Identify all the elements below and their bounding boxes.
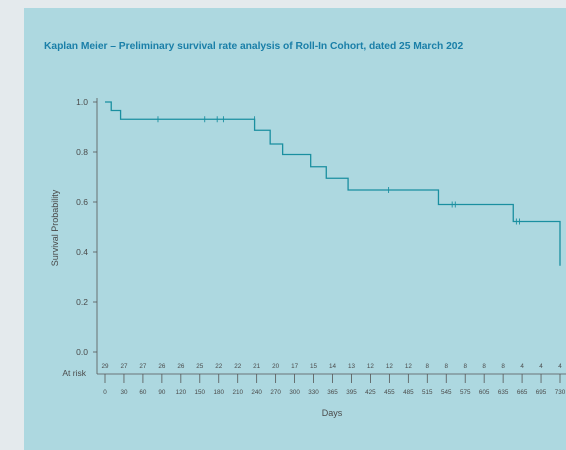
x-tick-label: 270 bbox=[270, 389, 281, 396]
at-risk-count: 22 bbox=[234, 363, 242, 370]
x-tick-label: 425 bbox=[365, 389, 376, 396]
kaplan-meier-chart: 0.0 0.2 0.4 0.6 0.8 1.0 Survival Probability At… bbox=[50, 97, 566, 418]
x-tick-label: 150 bbox=[195, 389, 206, 396]
at-risk-count: 8 bbox=[444, 363, 448, 370]
at-risk-count: 12 bbox=[405, 363, 413, 370]
y-tick-label: 0.6 bbox=[76, 197, 88, 207]
at-risk-count: 12 bbox=[386, 363, 394, 370]
at-risk-count: 15 bbox=[310, 363, 318, 370]
at-risk-count: 4 bbox=[558, 363, 562, 370]
at-risk-count: 26 bbox=[158, 363, 166, 370]
x-tick-label: 365 bbox=[327, 389, 338, 396]
at-risk-count: 4 bbox=[520, 363, 524, 370]
x-tick-label: 180 bbox=[213, 389, 224, 396]
x-tick-label: 455 bbox=[384, 389, 395, 396]
x-tick-label: 330 bbox=[308, 389, 319, 396]
at-risk-count: 22 bbox=[215, 363, 223, 370]
at-risk-label: At risk bbox=[62, 368, 86, 378]
x-tick-label: 730 bbox=[555, 389, 566, 396]
survival-curve bbox=[105, 101, 561, 266]
x-tick-label: 635 bbox=[498, 389, 509, 396]
at-risk-count: 13 bbox=[348, 363, 356, 370]
at-risk-count: 4 bbox=[539, 363, 543, 370]
at-risk-count: 26 bbox=[177, 363, 185, 370]
x-tick-label: 515 bbox=[422, 389, 433, 396]
at-risk-count: 8 bbox=[426, 363, 430, 370]
chart-panel: Kaplan Meier – Preliminary survival rate… bbox=[24, 8, 566, 450]
at-risk-count: 8 bbox=[482, 363, 486, 370]
x-tick-label: 605 bbox=[479, 389, 490, 396]
chart-title: Kaplan Meier – Preliminary survival rate… bbox=[44, 41, 464, 52]
x-tick-label: 695 bbox=[536, 389, 547, 396]
x-tick-label: 575 bbox=[460, 389, 471, 396]
at-risk-count: 14 bbox=[329, 363, 337, 370]
at-risk-count: 8 bbox=[501, 363, 505, 370]
at-risk-count: 27 bbox=[139, 363, 147, 370]
x-tick-label: 0 bbox=[103, 389, 107, 396]
y-tick-label: 1.0 bbox=[76, 97, 88, 107]
x-tick-label: 395 bbox=[346, 389, 357, 396]
x-tick-label: 60 bbox=[139, 389, 147, 396]
y-tick-label: 0.0 bbox=[76, 347, 88, 357]
x-tick-label: 30 bbox=[120, 389, 128, 396]
at-risk-count: 17 bbox=[291, 363, 299, 370]
x-axis-label: Days bbox=[322, 408, 343, 418]
x-tick-label: 210 bbox=[232, 389, 243, 396]
y-tick-label: 0.2 bbox=[76, 297, 88, 307]
x-tick-label: 485 bbox=[403, 389, 414, 396]
x-tick-label: 545 bbox=[441, 389, 452, 396]
x-tick-label: 120 bbox=[176, 389, 187, 396]
at-risk-count: 8 bbox=[463, 363, 467, 370]
y-tick-label: 0.4 bbox=[76, 247, 88, 257]
at-risk-count: 27 bbox=[120, 363, 128, 370]
at-risk-count: 21 bbox=[253, 363, 261, 370]
y-axis-label: Survival Probability bbox=[50, 189, 60, 266]
at-risk-count: 29 bbox=[101, 363, 109, 370]
at-risk-count: 20 bbox=[272, 363, 280, 370]
x-tick-label: 665 bbox=[517, 389, 528, 396]
at-risk-count: 12 bbox=[367, 363, 375, 370]
x-tick-label: 300 bbox=[289, 389, 300, 396]
x-tick-label: 240 bbox=[251, 389, 262, 396]
at-risk-count: 25 bbox=[196, 363, 204, 370]
x-tick-label: 90 bbox=[158, 389, 166, 396]
y-tick-label: 0.8 bbox=[76, 147, 88, 157]
